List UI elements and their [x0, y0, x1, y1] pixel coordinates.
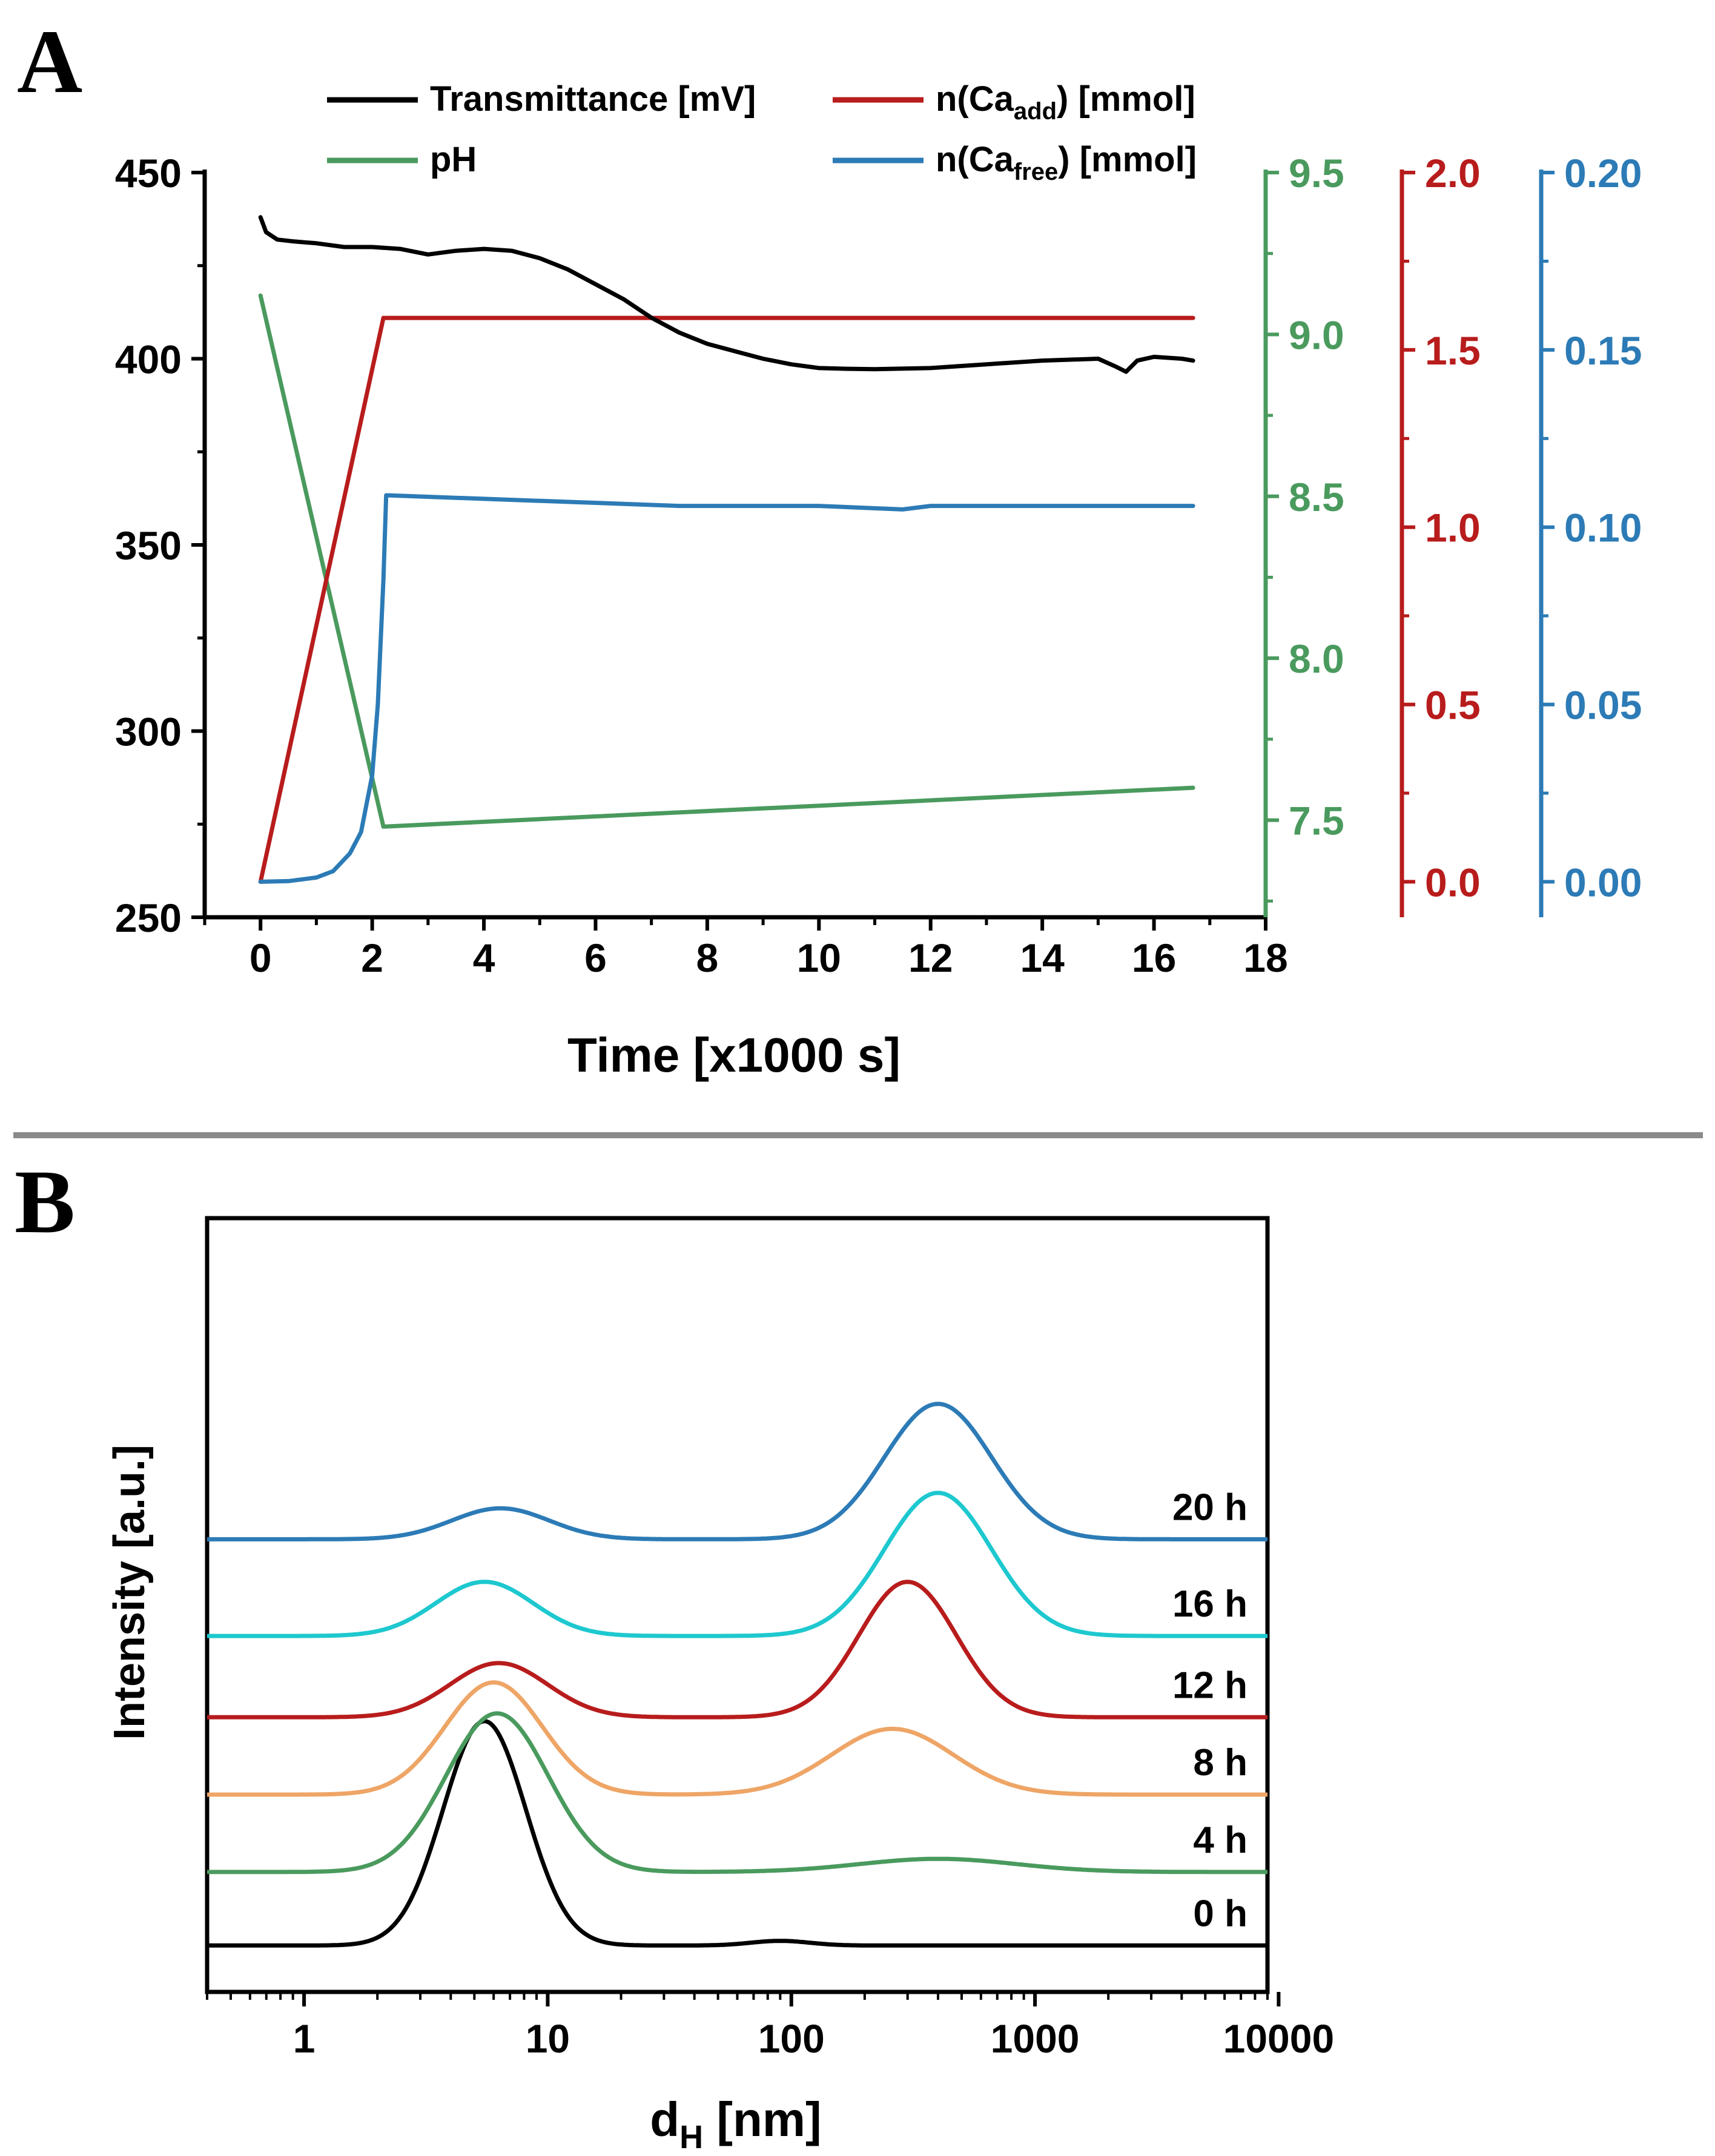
ca-add-axis-tick-label: 0.5 — [1425, 683, 1481, 728]
panel-b-x-axis-title: dH [nm] — [650, 2092, 821, 2155]
dls-curve-0h — [207, 1719, 1267, 1948]
x-title-main: d — [650, 2092, 679, 2146]
panel-a-chart: 250 300 350 400 450 0 2 4 6 8 10 12 14 16 18 7.5 8.0 8.5 9… — [115, 79, 1642, 1082]
legend-ca-free-suffix: ) [mmol] — [1058, 140, 1197, 179]
ca-free-axis-tick-label: 0.20 — [1564, 151, 1642, 196]
log-axis-tick-label: 100 — [758, 2016, 825, 2061]
dls-curve-12h — [207, 1580, 1267, 1719]
dls-curve-8h — [207, 1680, 1267, 1797]
legend-label-transmittance: Transmittance [mV] — [430, 79, 756, 119]
series-line-transmittance — [258, 215, 1195, 374]
ph-axis-tick-label: 7.5 — [1289, 799, 1344, 843]
dls-curve-20h — [207, 1402, 1267, 1541]
bottom-axis-tick-label: 18 — [1243, 935, 1287, 980]
dls-curve-16h — [207, 1491, 1267, 1638]
legend-label-ca-free: n(Cafree) [mmol] — [936, 140, 1197, 185]
bottom-axis-tick-label: 4 — [473, 935, 495, 980]
ph-axis-tick-label: 8.0 — [1289, 636, 1344, 681]
x-title-sub: H — [679, 2119, 703, 2155]
legend-ca-add-sub: add — [1014, 98, 1057, 125]
panel-b-chart: 1 10 100 1000 10000 0 h 4 h 8 h 12 h 16 h 20 h In… — [105, 1216, 1335, 2155]
log-axis-tick-label: 10 — [526, 2016, 570, 2061]
bottom-axis-tick-label: 16 — [1132, 935, 1176, 980]
ca-add-axis-tick-label: 1.0 — [1425, 506, 1481, 550]
left-axis-tick-label: 450 — [115, 151, 182, 196]
panel-b-axes: 1 10 100 1000 10000 — [205, 1216, 1335, 2061]
bottom-axis-tick-label: 8 — [696, 935, 719, 980]
left-axis-tick-label: 350 — [115, 523, 182, 568]
ca-free-axis-tick-label: 0.10 — [1564, 506, 1642, 550]
panel-a-series — [258, 215, 1195, 884]
panel-a-legend: Transmittance [mV] n(Caadd) [mmol] pH n(… — [327, 79, 1197, 185]
ca-free-axis-tick-label: 0.15 — [1564, 328, 1642, 373]
ph-axis-tick-label: 9.0 — [1289, 312, 1344, 357]
bottom-axis-tick-label: 12 — [908, 935, 953, 980]
curve-label-16h: 16 h — [1172, 1583, 1247, 1625]
panel-a-label: A — [17, 12, 82, 112]
ca-add-axis-tick-label: 1.5 — [1425, 328, 1481, 373]
series-line-ph — [258, 293, 1195, 829]
curve-label-20h: 20 h — [1172, 1486, 1247, 1528]
panel-a-axes: 250 300 350 400 450 0 2 4 6 8 10 12 14 16 18 7.5 8.0 8.5 9… — [115, 151, 1642, 980]
x-title-unit: [nm] — [703, 2092, 822, 2146]
dls-curve-4h — [207, 1711, 1267, 1874]
panel-b-label: B — [15, 1152, 75, 1252]
panel-b-series: 0 h 4 h 8 h 12 h 16 h 20 h — [207, 1402, 1267, 1948]
ca-free-axis-tick-label: 0.00 — [1564, 860, 1642, 905]
panel-b-y-axis-title: Intensity [a.u.] — [105, 1445, 154, 1740]
ca-add-axis-tick-label: 2.0 — [1425, 151, 1481, 196]
ca-add-axis-tick-label: 0.0 — [1425, 860, 1481, 905]
bottom-axis-tick-label: 2 — [361, 935, 383, 980]
legend-ca-free-prefix: n(Ca — [936, 140, 1014, 179]
log-axis-tick-label: 1000 — [991, 2016, 1080, 2061]
curve-label-0h: 0 h — [1193, 1893, 1247, 1934]
ca-free-axis-tick-label: 0.05 — [1564, 683, 1642, 728]
left-axis-tick-label: 250 — [115, 895, 182, 940]
bottom-axis-tick-label: 10 — [797, 935, 841, 980]
curve-label-12h: 12 h — [1172, 1664, 1247, 1706]
curve-label-8h: 8 h — [1193, 1742, 1247, 1784]
legend-ca-add-suffix: ) [mmol] — [1057, 79, 1195, 119]
legend-ca-free-sub: free — [1014, 159, 1058, 185]
legend-label-ph: pH — [430, 140, 477, 179]
curve-label-4h: 4 h — [1193, 1819, 1247, 1861]
bottom-axis-tick-label: 6 — [584, 935, 607, 980]
log-axis-tick-label: 1 — [293, 2016, 316, 2061]
legend-ca-add-prefix: n(Ca — [936, 79, 1014, 119]
left-axis-tick-label: 300 — [115, 710, 182, 754]
left-axis-tick-label: 400 — [115, 337, 182, 382]
ph-axis-tick-label: 8.5 — [1289, 475, 1344, 519]
bottom-axis-tick-label: 0 — [249, 935, 272, 980]
panel-a-x-axis-title: Time [x1000 s] — [567, 1028, 900, 1082]
bottom-axis-tick-label: 14 — [1020, 935, 1065, 980]
legend-label-ca-add: n(Caadd) [mmol] — [936, 79, 1195, 125]
series-line-ca_add — [258, 315, 1195, 884]
log-axis-tick-label: 10000 — [1223, 2016, 1335, 2061]
ph-axis-tick-label: 9.5 — [1289, 151, 1344, 196]
series-line-ca_free — [258, 493, 1195, 884]
